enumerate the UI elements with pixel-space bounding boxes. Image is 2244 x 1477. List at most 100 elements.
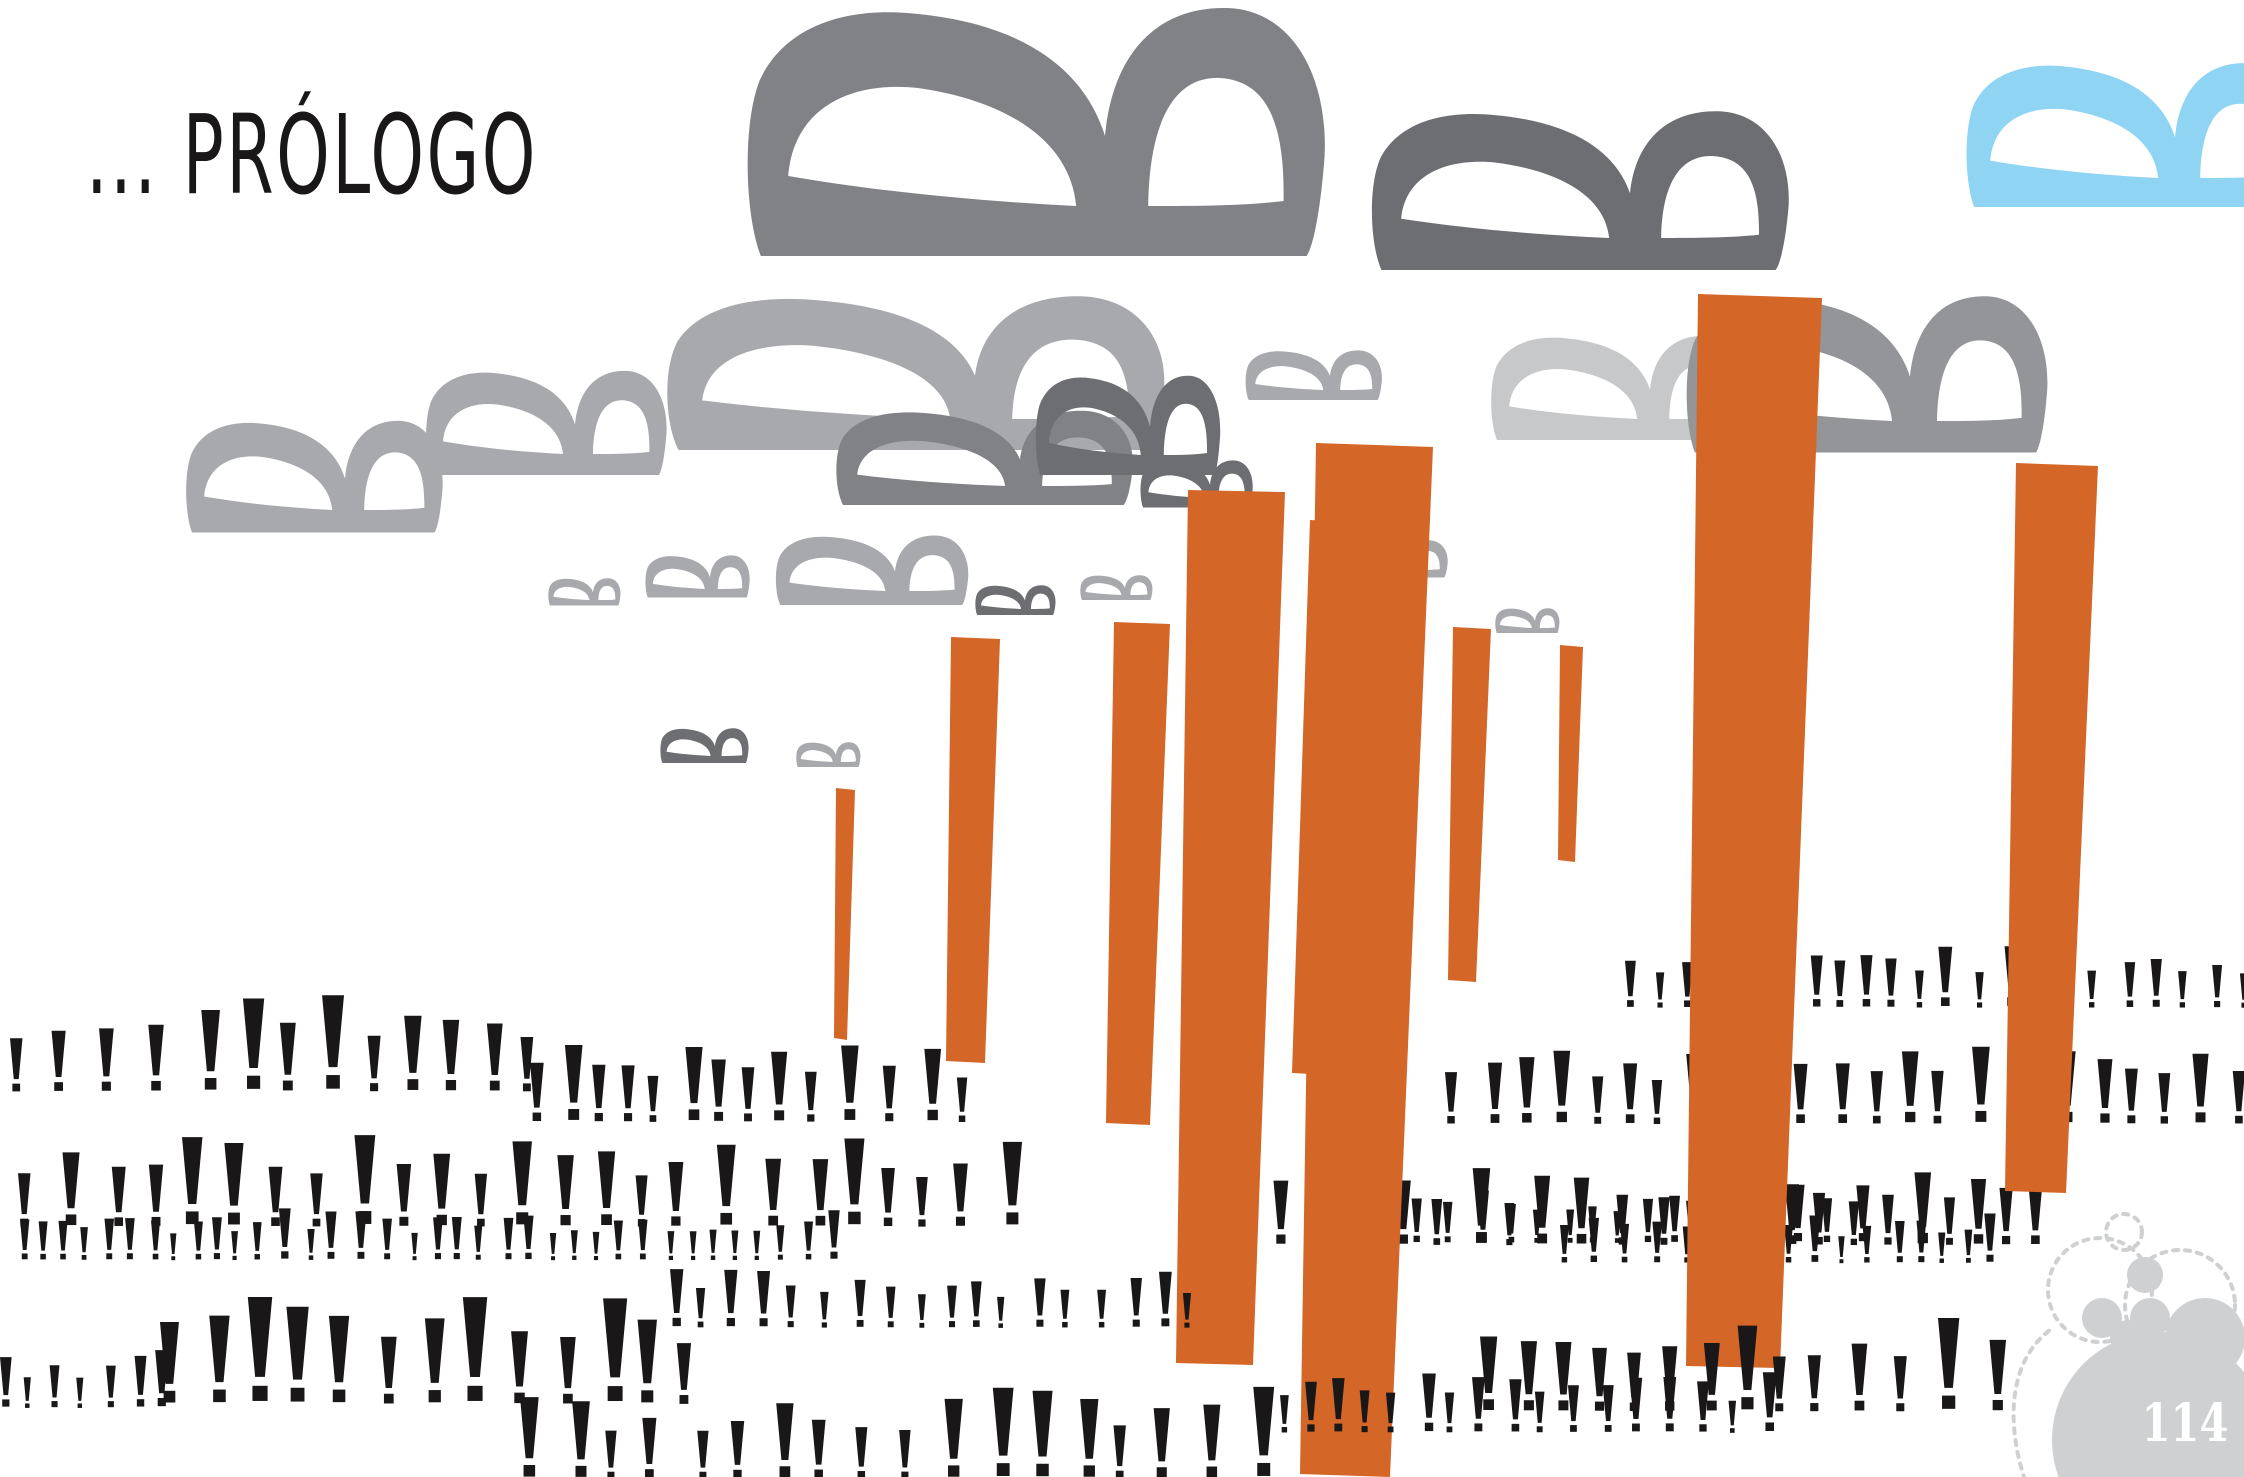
grass-mark-dot — [1836, 1000, 1843, 1007]
grass-mark — [433, 1154, 450, 1209]
grass-mark-dot — [1699, 1424, 1706, 1431]
grass-mark-dot — [137, 1399, 144, 1406]
grass-mark-dot — [806, 1254, 812, 1260]
cloud-b — [645, 555, 749, 597]
grass-mark-dot — [12, 1084, 20, 1092]
grass-mark — [1738, 1326, 1758, 1390]
grass-mark — [1113, 1425, 1125, 1466]
grass-mark-dot — [1671, 1235, 1678, 1242]
grass-mark — [1509, 1379, 1521, 1419]
grass-mark-dot — [551, 1256, 555, 1260]
grass-mark-dot — [54, 1082, 63, 1091]
grass-mark-dot — [1666, 1423, 1674, 1431]
grass-mark-dot — [78, 1404, 82, 1408]
grass-mark — [742, 1067, 755, 1109]
grass-mark — [757, 1271, 770, 1313]
grass-mark — [1574, 1178, 1589, 1229]
cloud-b-blue — [1967, 63, 2244, 207]
grass-mark — [1472, 1377, 1485, 1419]
grass-mark — [1488, 1063, 1502, 1109]
grass-mark-dot — [1884, 1237, 1891, 1244]
grass-mark — [1822, 1198, 1832, 1232]
grass-mark-dot — [1282, 1427, 1287, 1432]
grass-mark-dot — [1207, 1467, 1218, 1477]
grass-mark — [286, 1307, 308, 1380]
grass-mark — [668, 1231, 675, 1253]
grass-mark-dot — [384, 1253, 390, 1259]
grass-mark — [1834, 960, 1845, 996]
grass-mark — [1972, 1047, 1990, 1105]
grass-mark — [1852, 1344, 1868, 1395]
grass-mark-dot — [595, 1113, 603, 1121]
grass-mark-dot — [616, 1254, 622, 1260]
grass-mark-dot — [1425, 1423, 1433, 1431]
cloud-b — [1372, 111, 1789, 270]
cloud-b — [1246, 350, 1382, 400]
grass-mark-dot — [1657, 1002, 1662, 1007]
grass-mark-dot — [1537, 1426, 1543, 1432]
grass-mark — [855, 1280, 866, 1316]
grass-mark — [899, 1430, 910, 1467]
grass-mark-dot — [1645, 1236, 1651, 1242]
grass-mark — [212, 1217, 222, 1249]
grass-mark-dot — [102, 1082, 111, 1091]
grass-mark-dot — [858, 1471, 865, 1477]
grass-mark — [1975, 972, 1983, 999]
grass-mark-dot — [744, 1113, 752, 1121]
grass-mark-dot — [857, 1320, 864, 1327]
grass-mark — [404, 1016, 421, 1073]
grass-mark — [598, 1151, 615, 1208]
grass-mark — [1568, 1385, 1579, 1421]
grass-mark-dot — [1855, 1401, 1865, 1411]
grass-mark — [1938, 1232, 1945, 1255]
grass-mark-dot — [973, 1320, 980, 1327]
grass-mark — [1836, 1063, 1850, 1109]
trunk — [2005, 463, 2098, 1193]
grass-mark-dot — [60, 1254, 66, 1260]
grass-mark — [1560, 1225, 1569, 1254]
grass-mark-dot — [196, 1254, 202, 1260]
grass-mark-dot — [2180, 1002, 2185, 1007]
grass-mark-dot — [2235, 1116, 2243, 1124]
grass-mark — [18, 1173, 30, 1214]
grass-mark — [731, 1230, 738, 1253]
grass-mark-dot — [40, 1254, 46, 1260]
grass-mark — [1938, 1318, 1959, 1388]
grass-mark — [24, 1377, 31, 1401]
grass-mark — [253, 1222, 262, 1251]
grass-mark-dot — [1887, 1000, 1894, 1007]
grass-mark — [1860, 955, 1872, 995]
grass-mark — [1965, 1230, 1973, 1255]
grass-mark — [411, 1233, 417, 1254]
grass-mark-dot — [291, 1388, 305, 1402]
grass-mark-dot — [607, 1472, 614, 1477]
grass-mark — [2087, 971, 2096, 999]
grass-mark — [182, 1137, 202, 1204]
grass-mark-dot — [928, 1110, 938, 1120]
grass-mark — [155, 1350, 168, 1393]
grass-mark-dot — [151, 1081, 161, 1091]
grass-mark-dot — [1946, 1238, 1953, 1245]
grass-mark-dot — [1509, 1237, 1515, 1243]
grass-mark-dot — [814, 1470, 822, 1477]
grass-mark-dot — [1765, 1422, 1774, 1431]
grass-mark-dot — [1896, 1403, 1904, 1411]
grass-mark — [310, 1173, 322, 1214]
grass-mark — [776, 1403, 793, 1460]
grass-mark-dot — [669, 1256, 673, 1260]
grass-mark — [844, 1139, 864, 1205]
grass-mark — [648, 1076, 659, 1111]
grass-mark — [550, 1233, 556, 1254]
grass-mark-dot — [1257, 1463, 1270, 1476]
grass-mark — [148, 1025, 163, 1076]
grass-mark-dot — [1036, 1464, 1048, 1476]
grass-mark — [685, 1047, 702, 1103]
grass-mark — [2240, 973, 2244, 999]
grass-mark — [709, 1230, 716, 1253]
grass-mark-dot — [2214, 1001, 2220, 1007]
grass-mark-dot — [807, 1114, 814, 1121]
grass-mark-dot — [1654, 1256, 1660, 1262]
page-number: 114 — [2141, 1398, 2229, 1450]
grass-mark-dot — [1839, 1259, 1843, 1263]
